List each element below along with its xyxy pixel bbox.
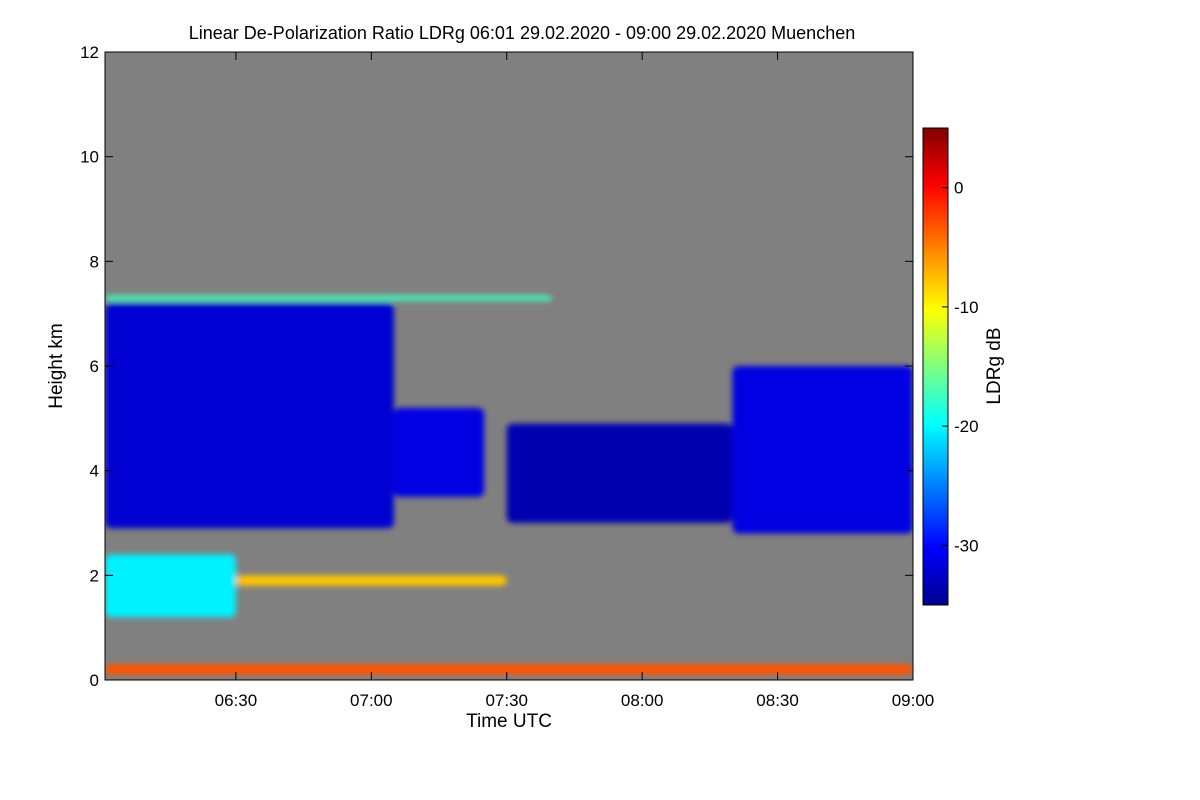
x-tick-label: 06:30 (215, 691, 258, 710)
heatmap-region (105, 554, 236, 618)
x-tick-label: 09:00 (892, 691, 935, 710)
x-tick-label: 08:30 (756, 691, 799, 710)
heatmap-region (105, 295, 552, 301)
chart-title: Linear De-Polarization Ratio LDRg 06:01 … (189, 23, 855, 43)
heatmap-region (732, 366, 913, 534)
colorbar-tick-label: -20 (954, 417, 979, 436)
heatmap-region (105, 303, 394, 529)
x-tick-label: 07:30 (485, 691, 528, 710)
x-tick-label: 07:00 (350, 691, 393, 710)
heatmap-region (393, 407, 485, 497)
colorbar-tick-label: 0 (954, 179, 963, 198)
y-tick-label: 2 (90, 566, 99, 585)
y-axis: 0 2 4 6 8 10 12 (80, 43, 913, 690)
heatmap-regions (105, 295, 913, 675)
y-tick-label: 4 (90, 462, 99, 481)
colorbar-gradient (922, 127, 949, 606)
colorbar: 0 -10 -20 -30 LDRg dB (922, 127, 1005, 606)
plot-area (104, 51, 914, 681)
y-tick-label: 8 (90, 252, 99, 271)
y-tick-label: 0 (90, 671, 99, 690)
y-tick-label: 12 (80, 43, 99, 62)
colorbar-ticks: 0 -10 -20 -30 (942, 179, 979, 555)
heatmap-region (506, 423, 733, 523)
x-axis-label: Time UTC (466, 711, 552, 732)
y-tick-label: 6 (90, 357, 99, 376)
x-tick-label: 08:00 (621, 691, 664, 710)
y-axis-label: Height km (46, 323, 67, 409)
colorbar-tick-label: -10 (954, 298, 979, 317)
colorbar-tick-label: -30 (954, 536, 979, 555)
y-tick-label: 10 (80, 148, 99, 167)
x-axis: 06:30 07:00 07:30 08:00 08:30 09:00 (215, 52, 935, 710)
heatmap-region (235, 575, 507, 586)
colorbar-label: LDRg dB (984, 327, 1005, 404)
heatmap-region (105, 664, 913, 675)
